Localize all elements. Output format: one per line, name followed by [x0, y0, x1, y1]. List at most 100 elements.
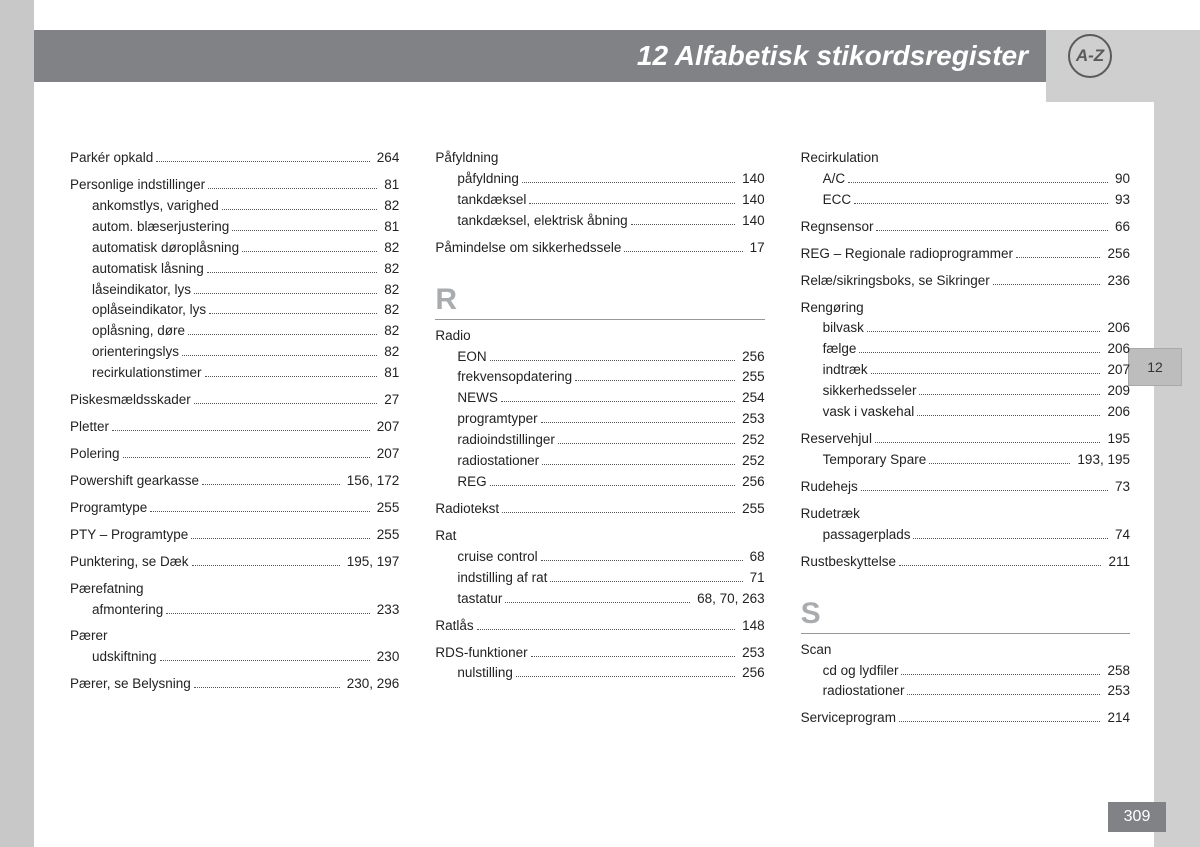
- index-entry-page: 252: [738, 451, 765, 472]
- index-entry: bilvask206: [801, 318, 1130, 339]
- index-entry-label: Radiotekst: [435, 499, 499, 520]
- chapter-tab: 12: [1128, 348, 1182, 386]
- leader-dots: [859, 352, 1100, 353]
- leader-dots: [191, 538, 369, 539]
- index-entry-page: 207: [1103, 360, 1130, 381]
- index-entry-label: ankomstlys, varighed: [92, 196, 219, 217]
- index-heading: Pærefatning: [70, 579, 399, 600]
- leader-dots: [202, 484, 340, 485]
- index-heading: Recirkulation: [801, 148, 1130, 169]
- index-entry-page: 206: [1103, 318, 1130, 339]
- index-entry-page: 82: [380, 259, 399, 280]
- index-entry-page: 140: [738, 169, 765, 190]
- index-entry: Rustbeskyttelse211: [801, 552, 1130, 573]
- index-entry-label: tankdæksel: [457, 190, 526, 211]
- index-entry-page: 82: [380, 300, 399, 321]
- index-entry: Påmindelse om sikkerhedssele17: [435, 238, 764, 259]
- index-entry-label: orienteringslys: [92, 342, 179, 363]
- index-entry-page: 253: [738, 409, 765, 430]
- index-entry: Rudehejs73: [801, 477, 1130, 498]
- index-entry-label: Serviceprogram: [801, 708, 896, 729]
- index-entry-page: 73: [1111, 477, 1130, 498]
- leader-dots: [876, 230, 1108, 231]
- leader-dots: [899, 721, 1101, 722]
- leader-dots: [207, 272, 377, 273]
- index-entry-page: 253: [738, 643, 765, 664]
- leader-dots: [150, 511, 370, 512]
- index-entry-page: 82: [380, 321, 399, 342]
- index-entry-page: 193, 195: [1073, 450, 1130, 471]
- index-entry-page: 254: [738, 388, 765, 409]
- index-entry-page: 93: [1111, 190, 1130, 211]
- leader-dots: [575, 380, 735, 381]
- index-column-1: Parkér opkald264Personlige indstillinger…: [70, 148, 399, 729]
- index-entry: oplåsning, døre82: [70, 321, 399, 342]
- index-entry: Relæ/sikringsboks, se Sikringer236: [801, 271, 1130, 292]
- index-heading: Rat: [435, 526, 764, 547]
- index-entry-page: 148: [738, 616, 765, 637]
- index-entry-page: 82: [380, 238, 399, 259]
- index-entry-label: Ratlås: [435, 616, 473, 637]
- leader-dots: [541, 422, 736, 423]
- index-heading: Rengøring: [801, 298, 1130, 319]
- index-entry: cd og lydfiler258: [801, 661, 1130, 682]
- index-entry-label: ECC: [823, 190, 852, 211]
- leader-dots: [188, 334, 377, 335]
- index-entry-page: 195, 197: [343, 552, 400, 573]
- index-entry-page: 140: [738, 211, 765, 232]
- index-entry-label: autom. blæserjustering: [92, 217, 229, 238]
- index-entry-page: 256: [1103, 244, 1130, 265]
- leader-dots: [529, 203, 735, 204]
- leader-dots: [242, 251, 377, 252]
- index-entry: Piskesmældsskader27: [70, 390, 399, 411]
- index-entry: REG256: [435, 472, 764, 493]
- section-letter: S: [801, 597, 1130, 631]
- leader-dots: [848, 182, 1108, 183]
- index-entry: tankdæksel140: [435, 190, 764, 211]
- index-entry: ankomstlys, varighed82: [70, 196, 399, 217]
- index-entry: Personlige indstillinger81: [70, 175, 399, 196]
- index-entry-label: afmontering: [92, 600, 163, 621]
- leader-dots: [993, 284, 1101, 285]
- index-entry-page: 206: [1103, 402, 1130, 423]
- index-entry-label: indstilling af rat: [457, 568, 547, 589]
- right-margin-bar: [1154, 102, 1200, 847]
- chapter-tab-number: 12: [1147, 359, 1163, 375]
- index-entry: Punktering, se Dæk195, 197: [70, 552, 399, 573]
- index-entry: tankdæksel, elektrisk åbning140: [435, 211, 764, 232]
- leader-dots: [208, 188, 377, 189]
- index-entry-page: 66: [1111, 217, 1130, 238]
- index-entry: afmontering233: [70, 600, 399, 621]
- section-letter: R: [435, 283, 764, 317]
- leader-dots: [166, 613, 370, 614]
- leader-dots: [542, 464, 735, 465]
- index-entry-label: sikkerhedsseler: [823, 381, 917, 402]
- leader-dots: [541, 560, 743, 561]
- index-entry-page: 81: [380, 363, 399, 384]
- index-entry: Regnsensor66: [801, 217, 1130, 238]
- index-entry-label: udskiftning: [92, 647, 157, 668]
- index-entry-page: 256: [738, 663, 765, 684]
- index-entry: Ratlås 148: [435, 616, 764, 637]
- index-entry-label: Programtype: [70, 498, 147, 519]
- index-entry: EON256: [435, 347, 764, 368]
- index-entry-page: 207: [373, 444, 400, 465]
- index-entry: sikkerhedsseler209: [801, 381, 1130, 402]
- index-entry-label: frekvensopdatering: [457, 367, 572, 388]
- index-entry-page: 256: [738, 347, 765, 368]
- index-entry-label: Påmindelse om sikkerhedssele: [435, 238, 621, 259]
- index-entry-page: 255: [738, 367, 765, 388]
- leader-dots: [871, 373, 1101, 374]
- index-entry-page: 81: [380, 175, 399, 196]
- index-entry: Powershift gearkasse156, 172: [70, 471, 399, 492]
- index-entry: automatisk låsning82: [70, 259, 399, 280]
- index-entry-label: vask i vaskehal: [823, 402, 915, 423]
- page-title: 12 Alfabetisk stikordsregister: [637, 40, 1028, 72]
- leader-dots: [192, 565, 340, 566]
- leader-dots: [624, 251, 742, 252]
- index-entry-page: 214: [1103, 708, 1130, 729]
- section-rule: [801, 633, 1130, 634]
- index-entry-page: 258: [1103, 661, 1130, 682]
- index-entry: Pletter207: [70, 417, 399, 438]
- leader-dots: [222, 209, 377, 210]
